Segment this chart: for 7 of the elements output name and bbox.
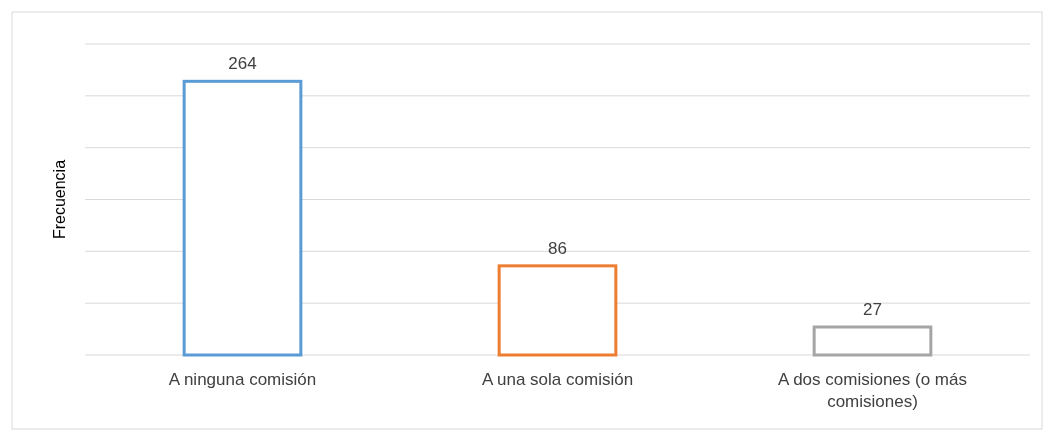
x-tick-label: A una sola comisión [481,370,634,389]
data-label: 27 [863,300,882,320]
y-axis-title: Frecuencia [51,159,68,240]
x-tick-label: A ninguna comisión [168,370,317,389]
x-tick-label: A dos comisiones (o más comisiones) [778,370,967,411]
data-label: 264 [228,54,257,74]
data-label: 86 [548,238,567,258]
